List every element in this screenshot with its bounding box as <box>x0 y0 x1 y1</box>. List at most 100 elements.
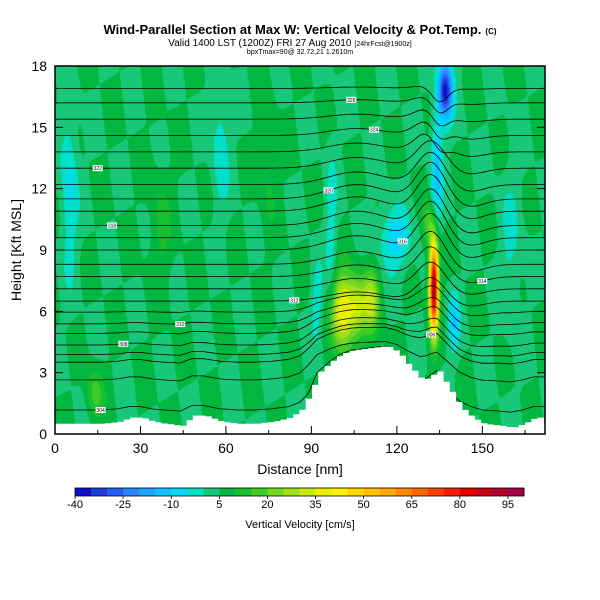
theta-contour <box>55 345 545 413</box>
theta-contour-label-bg <box>369 126 380 133</box>
colorbar-swatch <box>283 488 300 496</box>
colorbar-swatch <box>91 488 108 496</box>
y-tick-label: 9 <box>39 242 47 258</box>
theta-contour <box>55 161 545 207</box>
x-tick-label: 30 <box>133 440 149 456</box>
theta-contour-label: 310 <box>176 322 185 328</box>
theta-contour <box>55 230 545 272</box>
colorbar-swatch <box>443 488 461 496</box>
colorbar-swatch <box>107 488 124 496</box>
theta-contour <box>55 109 545 127</box>
theta-contour <box>55 326 545 365</box>
colorbar-tick-label: -40 <box>67 499 83 511</box>
colorbar-tick-label: 20 <box>261 499 273 511</box>
potential-temperature-contours <box>55 85 545 413</box>
colorbar-swatch <box>459 488 477 496</box>
chart-subtitle-line2: bpxTmax=90@ 32.72,21 1.2610m <box>247 49 353 56</box>
theta-contour-label-bg <box>346 96 357 103</box>
y-tick-label: 0 <box>39 426 47 442</box>
colorbar-swatch <box>123 488 140 496</box>
theta-contour-label-bg <box>289 297 300 304</box>
colorbar-swatch <box>155 488 172 496</box>
theta-contour-label-bg <box>95 407 106 413</box>
colorbar-swatch <box>347 488 365 496</box>
theta-contour-label-bg <box>397 238 408 245</box>
theta-contour-label: 318 <box>108 224 117 230</box>
colorbar-tick-label: 95 <box>502 499 514 511</box>
theta-contour-label: 320 <box>324 188 333 194</box>
y-tick-label: 18 <box>31 58 47 74</box>
colorbar-tick-label: -10 <box>163 499 179 511</box>
x-tick-label: 150 <box>471 440 495 456</box>
x-tick-label: 120 <box>385 440 409 456</box>
colorbar-swatch <box>491 488 509 496</box>
colorbar-swatch <box>299 488 316 496</box>
theta-contour <box>55 323 545 357</box>
colorbar-tick-label: 35 <box>309 499 321 511</box>
theta-contour-label: 308 <box>119 342 128 348</box>
theta-contour-label: 314 <box>478 279 487 285</box>
y-axis-label: Height [Kft MSL] <box>8 199 24 301</box>
theta-contour <box>55 297 545 327</box>
chart-title: Wind-Parallel Section at Max W: Vertical… <box>103 22 496 37</box>
colorbar-swatch <box>315 488 332 496</box>
theta-contour-label: 316 <box>398 239 407 245</box>
theta-contour <box>55 246 545 284</box>
colorbar-swatch <box>507 488 525 496</box>
colorbar-swatch <box>379 488 397 496</box>
theta-contour <box>55 261 545 295</box>
contour-labels: 304 306 308 310 312 314 316 318 320 322 324 326 <box>92 96 488 414</box>
theta-contour-label: 304 <box>96 408 105 414</box>
x-tick-label: 0 <box>51 440 59 456</box>
theta-contour <box>55 121 545 140</box>
colorbar-tick-label: 5 <box>216 499 222 511</box>
theta-contour <box>55 133 545 157</box>
colorbar-swatch <box>395 488 413 496</box>
theta-contour <box>55 188 545 234</box>
y-tick-label: 15 <box>31 119 47 135</box>
theta-contour-label: 312 <box>290 298 299 304</box>
colorbar-swatch <box>363 488 381 496</box>
colorbar-swatch <box>171 488 188 496</box>
colorbar-tick-label: -25 <box>115 499 131 511</box>
theta-contour-label-bg <box>323 187 334 194</box>
theta-contour <box>55 317 545 348</box>
theta-contour-label-bg <box>107 222 117 229</box>
y-axis: 0 3 6 9 12 15 18 <box>31 58 545 442</box>
colorbar-swatch <box>411 488 429 496</box>
colorbar-swatch <box>75 488 92 496</box>
theta-contour-label-bg <box>118 340 129 347</box>
colorbar-swatch <box>427 488 445 496</box>
colorbar-swatch <box>235 488 252 496</box>
theta-contour <box>55 174 545 219</box>
terrain-mask <box>55 346 545 434</box>
theta-contour-label-bg <box>426 331 436 338</box>
theta-contour-label: 306 <box>427 332 436 338</box>
colorbar-swatch <box>219 488 236 496</box>
colorbar-tick-label: 65 <box>406 499 418 511</box>
colorbar-swatch <box>475 488 493 496</box>
theta-contour <box>55 277 545 307</box>
theta-contour-label-bg <box>477 278 488 284</box>
y-tick-label: 6 <box>39 303 47 319</box>
colorbar-swatch <box>139 488 156 496</box>
theta-contour <box>55 200 545 246</box>
x-tick-label: 60 <box>218 440 234 456</box>
colorbar-swatch <box>187 488 204 496</box>
colorbar-label: Vertical Velocity [cm/s] <box>245 519 354 531</box>
chart-subtitle: Valid 1400 LST (1200Z) FRI 27 Aug 2010 [2… <box>168 38 411 49</box>
theta-contour-label: 324 <box>370 128 379 134</box>
theta-contour-label-bg <box>175 321 186 328</box>
theta-contour-label: 322 <box>94 166 103 172</box>
theta-contour <box>55 85 545 103</box>
colorbar-tick-label: 50 <box>358 499 370 511</box>
colorbar-tick-label: 80 <box>454 499 466 511</box>
theta-contour <box>55 341 545 383</box>
colorbar-swatch <box>251 488 268 496</box>
theta-contour <box>55 97 545 114</box>
theta-contour <box>55 140 545 175</box>
x-axis-label: Distance [nm] <box>257 461 343 477</box>
plot-area: 304 306 308 310 312 314 316 318 320 322 324 326 <box>54 65 546 435</box>
theta-contour <box>55 285 545 317</box>
colorbar-swatch <box>267 488 284 496</box>
